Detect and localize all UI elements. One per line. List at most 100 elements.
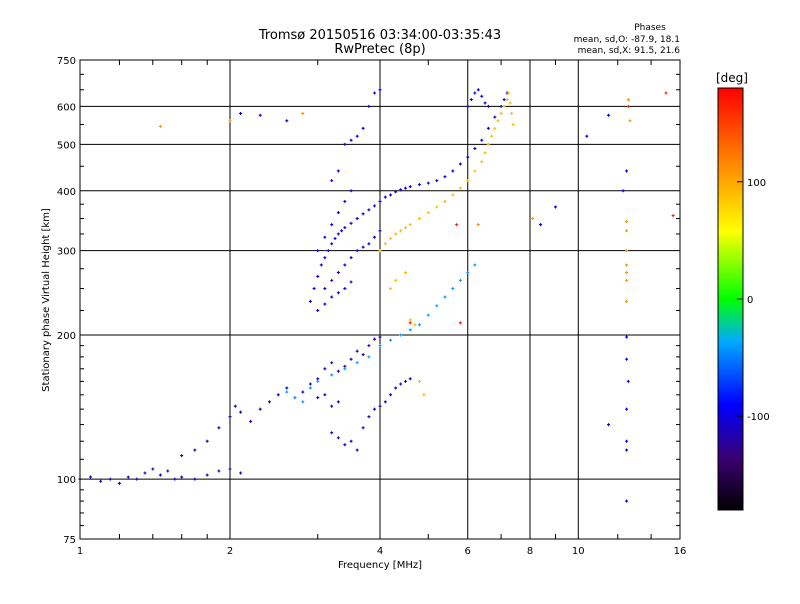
data-point (389, 236, 393, 240)
data-point (343, 263, 347, 267)
data-point (373, 91, 377, 95)
data-point (383, 400, 387, 404)
chart-title: Tromsø 20150516 03:34:00-03:35:43 (258, 28, 501, 43)
data-point (343, 443, 347, 447)
data-point (473, 263, 477, 267)
data-point (499, 104, 503, 108)
y-tick-label: 200 (57, 331, 76, 342)
data-point (217, 469, 221, 473)
data-point (625, 357, 629, 361)
data-point (394, 386, 398, 390)
data-point (626, 104, 630, 108)
data-point (451, 287, 455, 291)
data-point (361, 245, 365, 249)
data-point (336, 369, 340, 373)
data-point (308, 382, 312, 386)
data-point (664, 91, 668, 95)
data-point (486, 142, 490, 146)
data-point (394, 190, 398, 194)
data-point (403, 186, 407, 190)
data-point (343, 226, 347, 230)
data-point (355, 448, 359, 452)
data-point (417, 183, 421, 187)
data-point (507, 91, 511, 95)
data-point (301, 400, 305, 404)
data-point (239, 410, 243, 414)
data-point (399, 333, 403, 337)
data-point (403, 226, 407, 230)
data-point (205, 473, 209, 477)
data-point (626, 98, 630, 102)
data-point (399, 229, 403, 233)
stats-line-o: mean, sd,O: -87.9, 18.1 (574, 35, 680, 45)
data-point (285, 390, 289, 394)
data-point (621, 189, 625, 193)
data-point (316, 249, 320, 253)
data-point (480, 138, 484, 142)
data-point (336, 169, 340, 173)
data-point (625, 263, 629, 267)
data-point (361, 126, 365, 130)
data-point (367, 355, 371, 359)
data-point (323, 367, 327, 371)
colorbar-tick-label: 0 (747, 295, 753, 306)
data-point (336, 271, 340, 275)
data-point (466, 155, 470, 159)
data-point (349, 357, 353, 361)
data-point (330, 361, 334, 365)
data-points (78, 88, 675, 503)
data-point (349, 189, 353, 193)
x-tick-label: 16 (674, 546, 687, 557)
data-point (408, 377, 412, 381)
data-point (126, 475, 130, 479)
data-point (336, 211, 340, 215)
data-point (158, 124, 162, 128)
data-point (403, 271, 407, 275)
data-point (323, 256, 327, 260)
data-point (330, 373, 334, 377)
data-point (476, 88, 480, 92)
data-point (625, 271, 629, 275)
data-point (389, 393, 393, 397)
data-point (349, 221, 353, 225)
data-point (476, 223, 480, 227)
data-point (625, 439, 629, 443)
x-axis-label: Frequency [MHz] (338, 560, 422, 571)
data-point (108, 477, 112, 481)
x-tick-label: 4 (377, 546, 383, 557)
data-point (316, 396, 320, 400)
data-point (625, 448, 629, 452)
data-point (367, 104, 371, 108)
data-point (553, 205, 557, 209)
data-point (323, 235, 327, 239)
data-point (486, 104, 490, 108)
data-point (469, 98, 473, 102)
data-point (193, 448, 197, 452)
data-point (585, 134, 589, 138)
y-tick-label: 100 (57, 475, 76, 486)
data-point (343, 367, 347, 371)
data-point (361, 426, 365, 430)
colorbar-label: [deg] (716, 71, 748, 85)
data-point (173, 477, 177, 481)
x-tick-label: 10 (572, 546, 585, 557)
data-point (408, 328, 412, 332)
data-point (373, 337, 377, 341)
data-point (158, 473, 162, 477)
data-point (408, 185, 412, 189)
data-point (466, 179, 470, 183)
data-point (340, 229, 344, 233)
x-axis: 1 2 4 6 8 10 16 (77, 60, 687, 557)
data-point (378, 404, 382, 408)
data-point (502, 98, 506, 102)
data-point (458, 321, 462, 325)
data-point (316, 379, 320, 383)
data-point (383, 242, 387, 246)
y-tick-label: 500 (57, 140, 76, 151)
data-point (399, 382, 403, 386)
data-point (539, 223, 543, 227)
data-point (422, 393, 426, 397)
data-point (355, 217, 359, 221)
data-point (336, 291, 340, 295)
data-point (367, 344, 371, 348)
